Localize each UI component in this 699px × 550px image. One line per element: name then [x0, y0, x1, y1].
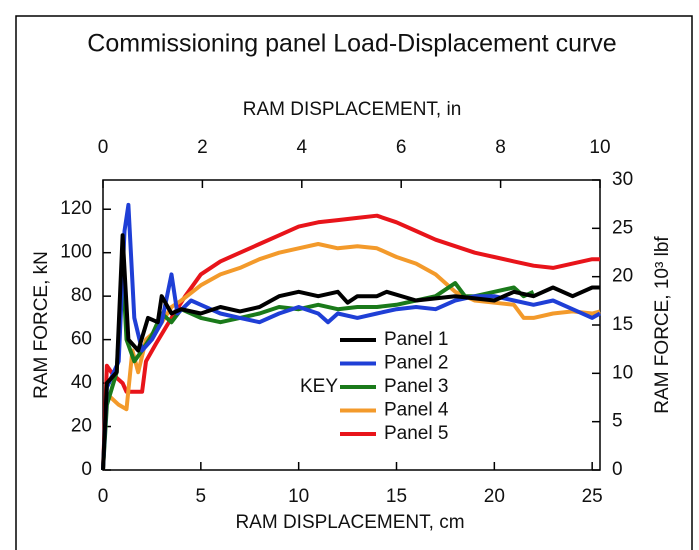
x2-tick-label: 6: [396, 137, 407, 158]
series-line: [101, 202, 601, 471]
y-axis-title: RAM FORCE, kN: [31, 251, 52, 399]
chart-title: Commissioning panel Load-Displacement cu…: [87, 30, 616, 58]
x2-tick-label: 10: [589, 137, 610, 158]
x-tick-label: 5: [196, 486, 207, 507]
y2-tick-label: 15: [612, 314, 633, 335]
series-line: [101, 242, 601, 471]
x-tick-label: 15: [386, 486, 407, 507]
x-tick-label: 10: [288, 486, 309, 507]
legend-label: Panel 3: [384, 376, 448, 397]
y2-tick-label: 0: [612, 459, 623, 480]
legend-title: KEY: [300, 376, 338, 397]
x2-tick-label: 8: [495, 137, 506, 158]
x2-axis-title: RAM DISPLACEMENT, in: [243, 99, 462, 120]
x-tick-label: 20: [484, 486, 505, 507]
legend-label: Panel 4: [384, 400, 449, 421]
x-tick-label: 25: [582, 486, 603, 507]
y-tick-label: 100: [60, 242, 92, 263]
x-axis-title: RAM DISPLACEMENT, cm: [235, 512, 464, 533]
y2-tick-label: 20: [612, 266, 633, 287]
y2-tick-label: 25: [612, 217, 633, 238]
legend-label: Panel 5: [384, 423, 448, 444]
legend-label: Panel 1: [384, 329, 448, 350]
y2-tick-label: 10: [612, 362, 633, 383]
y-tick-label: 40: [71, 372, 92, 393]
y2-tick-label: 5: [612, 411, 623, 432]
y-tick-label: 60: [71, 329, 92, 350]
y-tick-label: 0: [81, 459, 92, 480]
frame: [15, 15, 693, 550]
plot-frame: [102, 179, 601, 471]
x2-tick-label: 0: [98, 137, 109, 158]
y-tick-label: 120: [60, 198, 92, 219]
x-tick-label: 0: [98, 486, 109, 507]
x2-tick-label: 4: [297, 137, 308, 158]
x2-tick-label: 2: [197, 137, 208, 158]
y-tick-label: 80: [71, 285, 92, 306]
series-line: [101, 233, 600, 471]
y2-tick-label: 30: [612, 169, 633, 190]
series-line: [101, 213, 600, 471]
y2-axis-title: RAM FORCE, 10³ lbf: [652, 236, 673, 414]
legend-label: Panel 2: [384, 353, 448, 374]
y-tick-label: 20: [71, 416, 92, 437]
